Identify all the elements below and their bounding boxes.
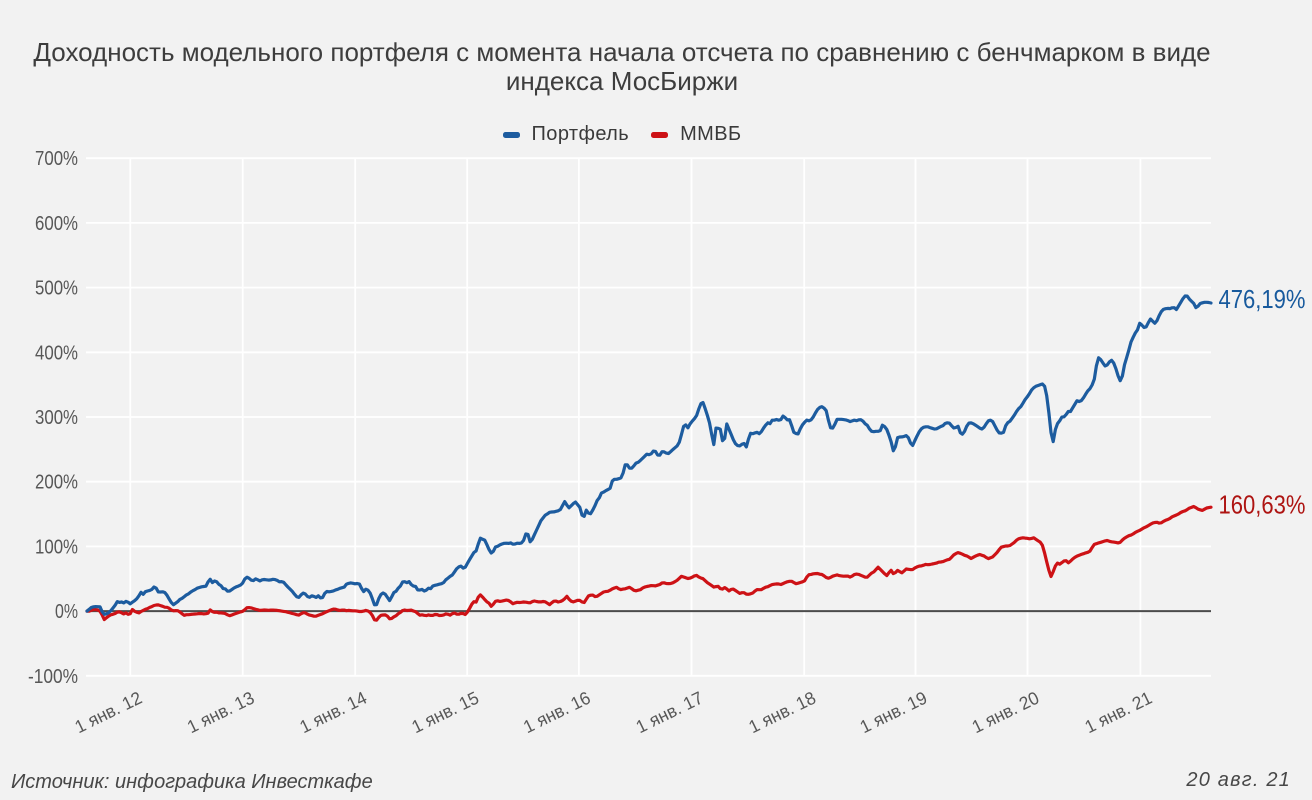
svg-text:1 янв. 12: 1 янв. 12 (72, 688, 145, 738)
svg-text:200%: 200% (35, 472, 78, 494)
svg-text:1 янв. 19: 1 янв. 19 (857, 688, 930, 738)
svg-text:300%: 300% (35, 407, 78, 429)
svg-text:1 янв. 15: 1 янв. 15 (408, 688, 481, 738)
svg-text:1 янв. 20: 1 янв. 20 (969, 688, 1042, 738)
svg-text:1 янв. 18: 1 янв. 18 (745, 688, 818, 738)
svg-text:476,19%: 476,19% (1219, 284, 1306, 314)
svg-text:160,63%: 160,63% (1219, 490, 1306, 520)
svg-text:1 янв. 14: 1 янв. 14 (296, 688, 369, 738)
svg-text:1 янв. 17: 1 янв. 17 (633, 688, 706, 738)
svg-text:400%: 400% (35, 342, 78, 364)
svg-text:-100%: -100% (28, 666, 78, 688)
svg-text:0%: 0% (55, 601, 78, 623)
svg-text:600%: 600% (35, 213, 78, 235)
svg-text:100%: 100% (35, 536, 78, 558)
svg-text:1 янв. 21: 1 янв. 21 (1082, 688, 1155, 738)
svg-text:500%: 500% (35, 278, 78, 300)
svg-text:700%: 700% (35, 148, 78, 170)
svg-text:1 янв. 13: 1 янв. 13 (184, 688, 257, 738)
svg-text:1 янв. 16: 1 янв. 16 (520, 688, 593, 738)
